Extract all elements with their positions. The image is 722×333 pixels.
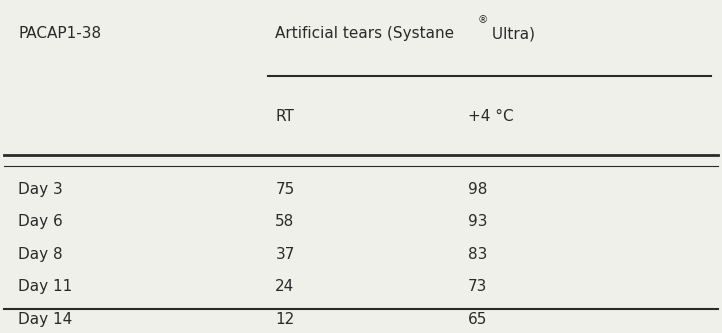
Text: 75: 75 <box>275 182 295 197</box>
Text: 58: 58 <box>275 214 295 229</box>
Text: Day 6: Day 6 <box>19 214 64 229</box>
Text: 37: 37 <box>275 247 295 262</box>
Text: Artificial tears (Systane: Artificial tears (Systane <box>275 26 454 41</box>
Text: Day 8: Day 8 <box>19 247 63 262</box>
Text: 12: 12 <box>275 312 295 327</box>
Text: Day 3: Day 3 <box>19 182 64 197</box>
Text: 73: 73 <box>468 279 487 294</box>
Text: 65: 65 <box>468 312 487 327</box>
Text: RT: RT <box>275 109 295 124</box>
Text: Ultra): Ultra) <box>487 26 534 41</box>
Text: ®: ® <box>478 15 488 25</box>
Text: 24: 24 <box>275 279 295 294</box>
Text: 93: 93 <box>468 214 487 229</box>
Text: 98: 98 <box>468 182 487 197</box>
Text: Day 14: Day 14 <box>19 312 73 327</box>
Text: PACAP1-38: PACAP1-38 <box>19 26 102 41</box>
Text: 83: 83 <box>468 247 487 262</box>
Text: +4 °C: +4 °C <box>468 109 513 124</box>
Text: Day 11: Day 11 <box>19 279 73 294</box>
